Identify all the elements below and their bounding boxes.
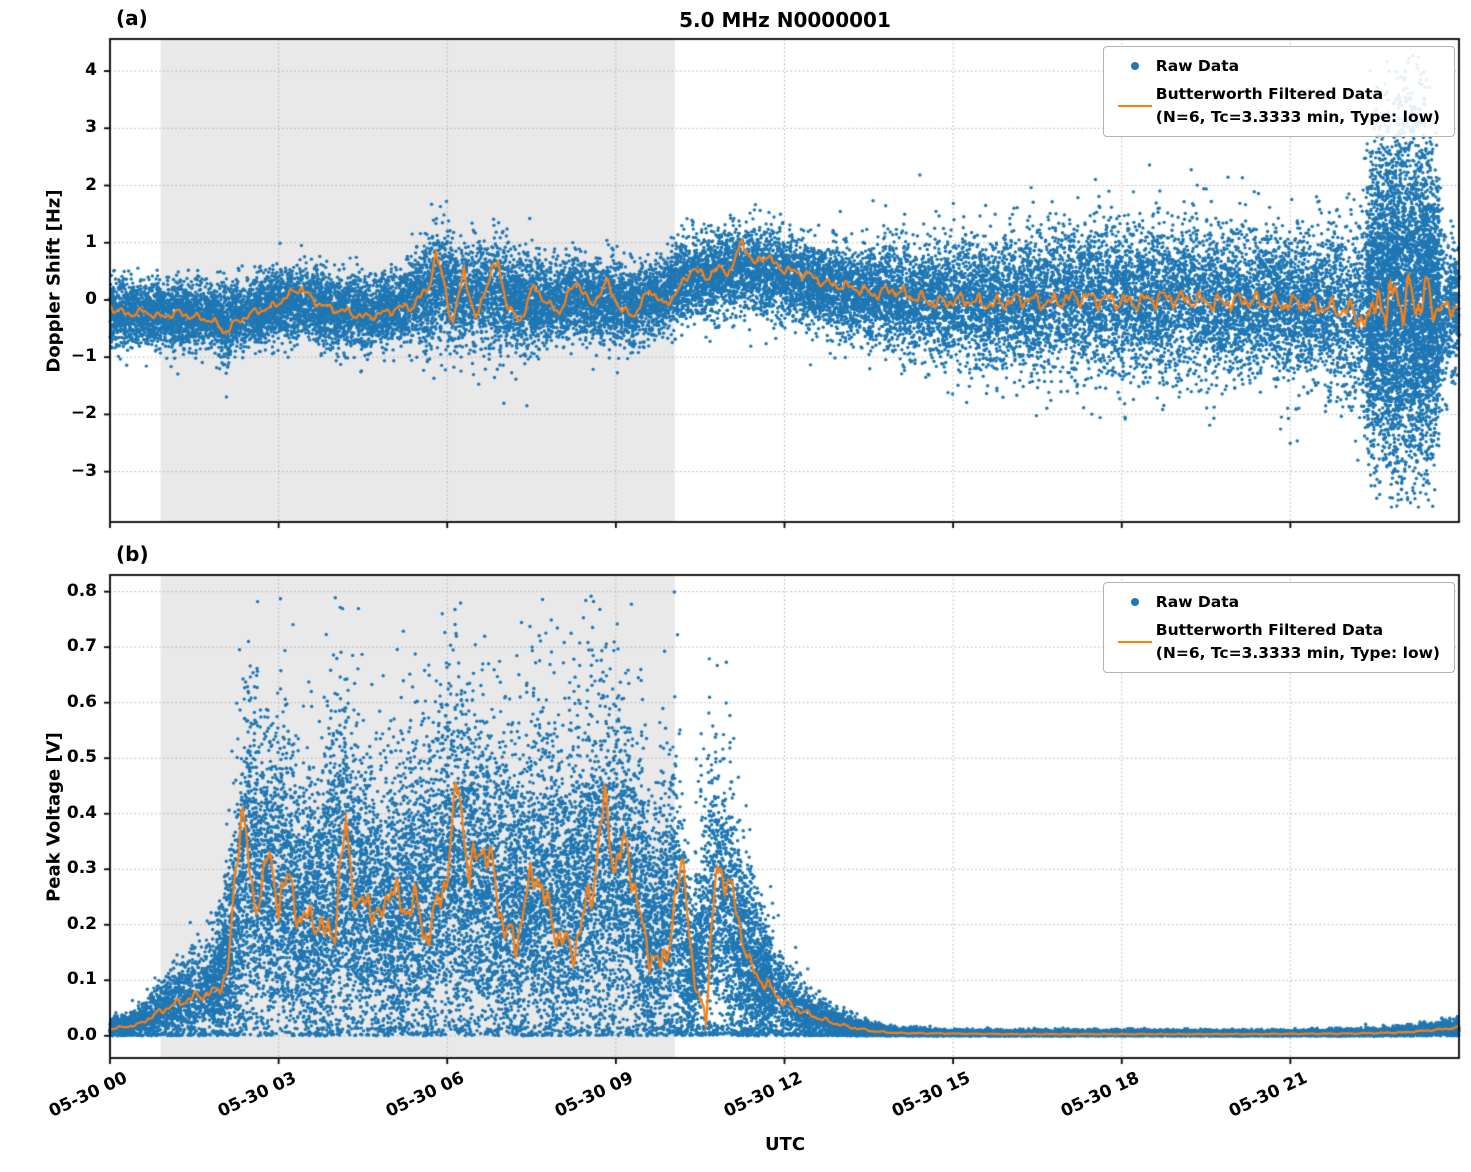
y-axis-label-doppler: Doppler Shift [Hz]	[43, 189, 65, 373]
legend-item-filtered: Butterworth Filtered Data (N=6, Tc=3.333…	[1114, 83, 1440, 128]
y-tick-label: 0.0	[66, 1024, 97, 1045]
legend-filtered-text: Butterworth Filtered Data (N=6, Tc=3.333…	[1156, 619, 1440, 664]
legend-marker-cell	[1114, 62, 1156, 71]
legend-filtered-label: Butterworth Filtered Data	[1155, 85, 1384, 104]
y-tick-label: 0.4	[66, 802, 97, 823]
raw-data-marker-icon	[1130, 598, 1139, 607]
y-tick-label: 4	[85, 60, 97, 81]
y-tick-label: 0.3	[66, 858, 97, 879]
legend-raw-label: Raw Data	[1155, 57, 1240, 75]
filtered-line-marker-icon	[1117, 104, 1152, 108]
y-tick-label: 1	[85, 231, 97, 252]
legend-raw-label: Raw Data	[1155, 593, 1240, 611]
filtered-line-marker-icon	[1117, 640, 1152, 644]
y-tick-label: 3	[85, 117, 97, 138]
y-tick-label: 0	[85, 288, 97, 309]
y-tick-label: −1	[70, 346, 97, 367]
legend-item-raw: Raw Data	[1114, 591, 1440, 613]
chart-title: 5.0 MHz N0000001	[679, 8, 891, 32]
y-tick-label: −2	[70, 403, 97, 424]
y-tick-label: 0.6	[66, 691, 97, 712]
y-tick-label: 0.2	[66, 913, 97, 934]
legend-marker-cell	[1114, 640, 1156, 644]
y-tick-label: 0.5	[66, 747, 97, 768]
legend-panel-b: Raw Data Butterworth Filtered Data (N=6,…	[1102, 582, 1455, 674]
legend-filtered-sublabel: (N=6, Tc=3.3333 min, Type: low)	[1155, 107, 1440, 126]
y-tick-label: 0.1	[66, 969, 97, 990]
y-tick-label: 2	[85, 174, 97, 195]
raw-data-marker-icon	[1130, 62, 1139, 71]
legend-filtered-text: Butterworth Filtered Data (N=6, Tc=3.333…	[1156, 83, 1440, 128]
panel-label-a: (a)	[116, 6, 148, 30]
panel-label-b: (b)	[116, 542, 149, 566]
legend-filtered-label: Butterworth Filtered Data	[1155, 621, 1384, 640]
legend-marker-cell	[1114, 598, 1156, 607]
legend-item-raw: Raw Data	[1114, 55, 1440, 77]
y-tick-label: −3	[70, 460, 97, 481]
y-tick-label: 0.8	[66, 580, 97, 601]
x-axis-label: UTC	[764, 1134, 806, 1155]
legend-panel-a: Raw Data Butterworth Filtered Data (N=6,…	[1102, 46, 1455, 138]
legend-marker-cell	[1114, 104, 1156, 108]
legend-item-filtered: Butterworth Filtered Data (N=6, Tc=3.333…	[1114, 619, 1440, 664]
legend-filtered-sublabel: (N=6, Tc=3.3333 min, Type: low)	[1155, 643, 1440, 662]
y-tick-label: 0.7	[66, 636, 97, 657]
